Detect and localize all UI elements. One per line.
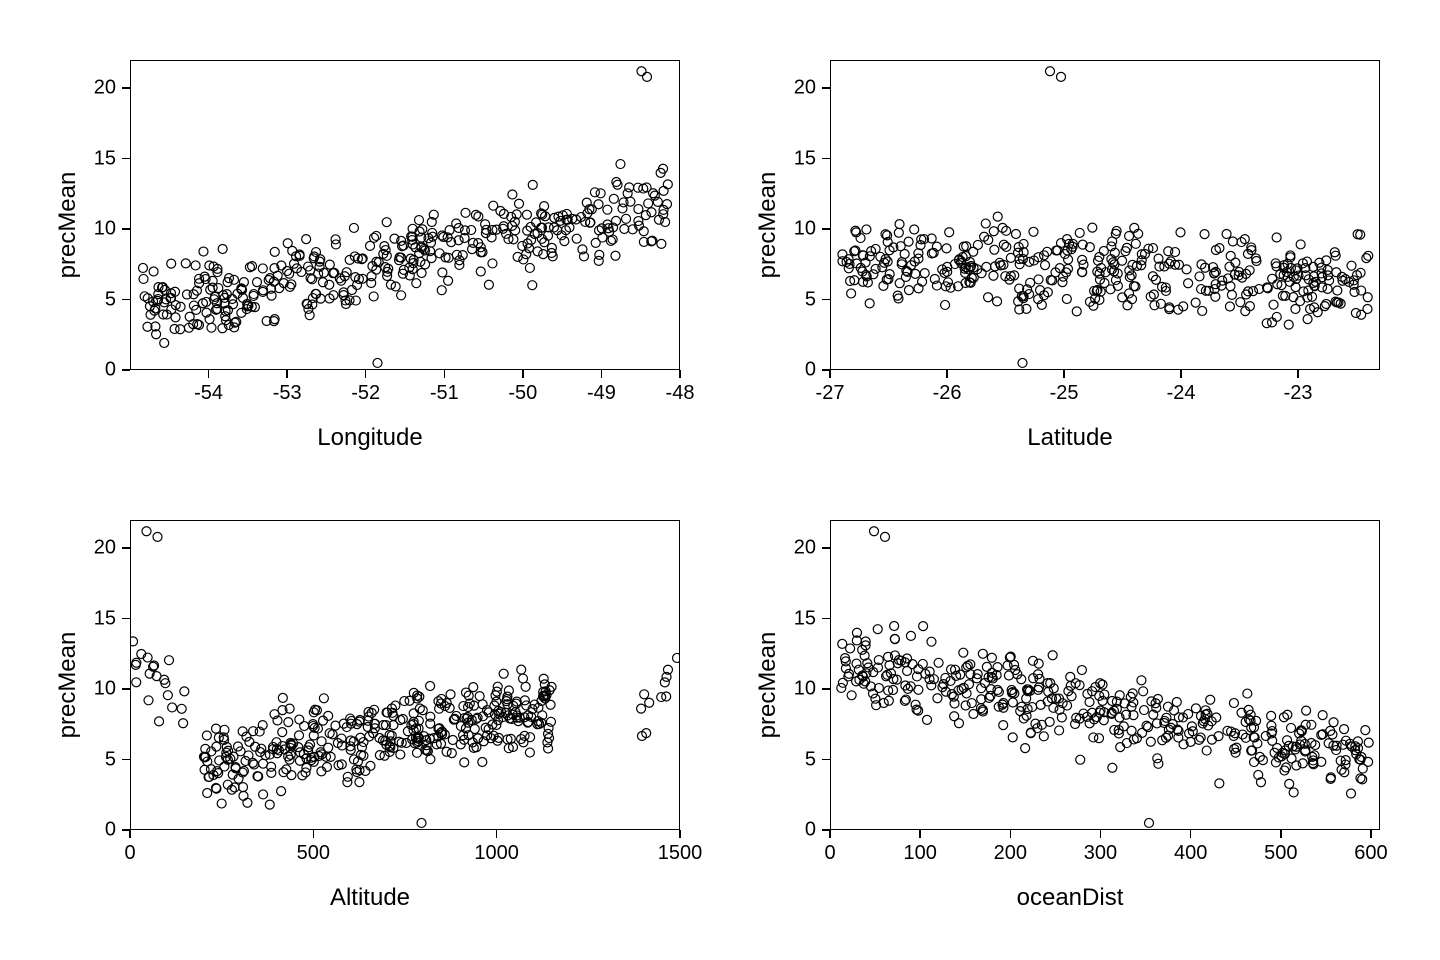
scatter-points (740, 40, 1400, 460)
panel-altitude: precMeanAltitude05001000150005101520 (40, 500, 700, 920)
panel-longitude: precMeanLongitude-54-53-52-51-50-49-4805… (40, 40, 700, 460)
scatter-points (40, 40, 700, 460)
scatter-points (40, 500, 700, 920)
scatter-points (740, 500, 1400, 920)
panel-latitude: precMeanLatitude-27-26-25-24-2305101520 (740, 40, 1400, 460)
scatter-grid: precMeanLongitude-54-53-52-51-50-49-4805… (0, 0, 1440, 960)
panel-oceandist: precMeanoceanDist01002003004005006000510… (740, 500, 1400, 920)
